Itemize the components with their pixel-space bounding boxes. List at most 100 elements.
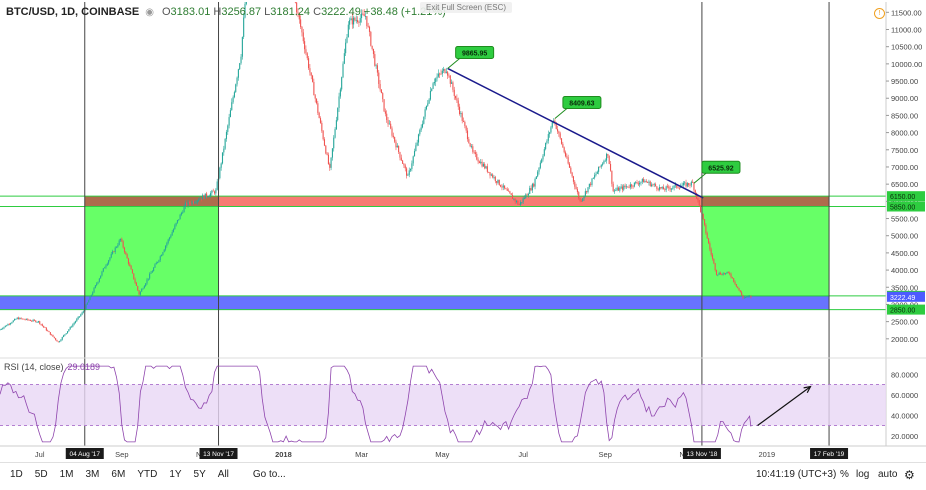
candle (153, 267, 155, 272)
timeframe-3m[interactable]: 3M (85, 469, 100, 480)
candle (191, 201, 193, 204)
exit-fullscreen-button[interactable]: Exit Full Screen (ESC) (420, 2, 513, 13)
candle (12, 320, 14, 323)
candle (621, 186, 624, 190)
price-tick-label: 10500.00 (891, 43, 922, 52)
candle (100, 275, 102, 279)
candle (644, 181, 646, 183)
candle (184, 202, 186, 207)
candle (640, 181, 642, 183)
candle (574, 181, 576, 187)
candle (447, 71, 449, 76)
candle (358, 22, 360, 23)
candle (664, 189, 666, 191)
candle (488, 171, 490, 173)
timeframe-1y[interactable]: 1Y (169, 469, 182, 480)
alert-icon[interactable]: ! (874, 8, 885, 19)
candle (15, 318, 17, 320)
timeframe-all[interactable]: All (217, 469, 229, 480)
candle (334, 129, 336, 138)
candle (587, 187, 589, 193)
candle (105, 265, 107, 268)
candle (713, 258, 715, 264)
eye-icon[interactable]: ◉ (145, 6, 154, 18)
candle (575, 186, 577, 190)
timeframe-1m[interactable]: 1M (59, 469, 74, 480)
candle (476, 153, 478, 160)
candle (698, 200, 700, 206)
candle (394, 136, 396, 142)
date-marker-box (810, 448, 849, 459)
candle (594, 175, 596, 178)
candle (335, 120, 337, 130)
candle (656, 186, 658, 189)
candle (203, 195, 205, 199)
candle (355, 20, 357, 21)
timeframe-ytd[interactable]: YTD (137, 469, 158, 480)
percent-toggle[interactable]: % (840, 469, 849, 480)
candle (730, 274, 732, 278)
candle (63, 335, 65, 337)
candle (322, 130, 324, 140)
candle (57, 341, 59, 343)
timeframe-5y[interactable]: 5Y (193, 469, 206, 480)
candle (722, 273, 724, 275)
candle (459, 106, 461, 115)
rsi-legend: RSI (14, close) 29.0189 (4, 362, 100, 372)
candle (501, 186, 503, 188)
candle (174, 225, 176, 230)
candle (7, 324, 9, 326)
candle (73, 322, 75, 325)
candle (366, 16, 368, 26)
candle (490, 174, 492, 176)
candle (29, 320, 32, 322)
candle (592, 177, 594, 179)
candle (704, 219, 706, 225)
candle (428, 99, 430, 104)
candle (706, 233, 708, 239)
candle (693, 182, 695, 191)
candle (609, 163, 612, 171)
candle (187, 201, 189, 206)
candle (396, 145, 398, 148)
candle (192, 201, 194, 204)
candle (688, 183, 690, 185)
candle (749, 296, 751, 297)
goto-button[interactable]: Go to... (252, 469, 286, 480)
price-label-box (887, 191, 925, 202)
timeframe-6m[interactable]: 6M (111, 469, 126, 480)
candle (460, 113, 462, 115)
candle (297, 12, 299, 14)
log-toggle[interactable]: log (856, 469, 870, 480)
candle (112, 251, 114, 254)
timeframe-5d[interactable]: 5D (34, 469, 48, 480)
candle (129, 263, 131, 266)
candle (729, 272, 731, 275)
candle (375, 65, 377, 67)
candle (444, 69, 446, 73)
candle (647, 181, 649, 183)
candle (651, 184, 653, 187)
candle (579, 198, 581, 201)
candle (312, 75, 314, 82)
candle (308, 58, 310, 69)
candle (746, 296, 748, 298)
gear-icon[interactable]: ⚙ (904, 467, 915, 482)
candle (485, 166, 487, 169)
rsi-current: 29.0189 (67, 362, 101, 372)
timeframe-1d[interactable]: 1D (10, 469, 23, 480)
candle (110, 253, 112, 258)
candle (16, 317, 18, 319)
date-marker-label: 17 Feb '19 (814, 451, 845, 458)
candle (655, 184, 657, 187)
symbol-title[interactable]: BTC/USD, 1D, COINBASE (6, 6, 140, 18)
candle (572, 176, 574, 182)
auto-toggle[interactable]: auto (878, 469, 898, 480)
candle (632, 186, 634, 188)
candle (349, 20, 351, 25)
candle (370, 31, 372, 46)
candle (374, 54, 376, 66)
candle (433, 82, 435, 84)
